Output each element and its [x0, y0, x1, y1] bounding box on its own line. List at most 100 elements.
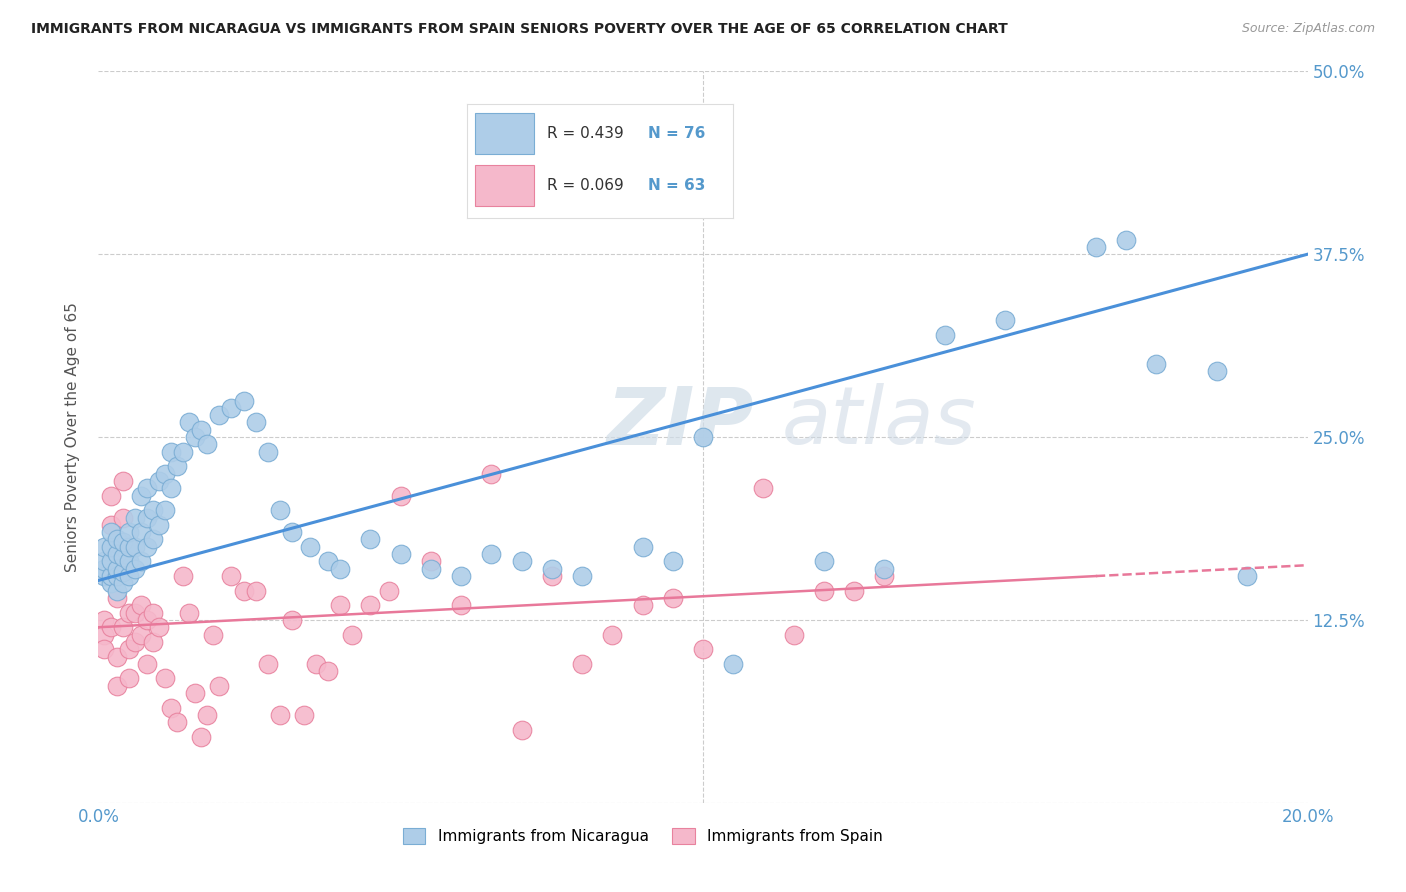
Point — [783, 627, 806, 641]
Point — [160, 481, 183, 495]
Point — [256, 444, 278, 458]
Point — [153, 503, 176, 517]
Point — [142, 606, 165, 620]
Point — [1144, 357, 1167, 371]
Point — [111, 576, 134, 591]
Point — [723, 657, 745, 671]
Point — [269, 503, 291, 517]
Point — [195, 708, 218, 723]
Point — [100, 489, 122, 503]
Point — [105, 533, 128, 547]
Point — [129, 627, 152, 641]
Point — [129, 554, 152, 568]
Point — [305, 657, 328, 671]
Point — [153, 672, 176, 686]
Point — [118, 672, 141, 686]
Point — [1085, 240, 1108, 254]
Point — [105, 562, 128, 576]
Point — [93, 642, 115, 657]
Point — [148, 620, 170, 634]
Point — [118, 642, 141, 657]
Point — [100, 517, 122, 532]
Point — [135, 540, 157, 554]
Point — [160, 444, 183, 458]
Point — [135, 481, 157, 495]
Point — [221, 401, 243, 415]
Point — [692, 642, 714, 657]
Point — [166, 459, 188, 474]
Point — [124, 635, 146, 649]
Point — [118, 554, 141, 568]
Point — [111, 474, 134, 488]
Point — [844, 583, 866, 598]
Point — [540, 562, 562, 576]
Point — [135, 613, 157, 627]
Point — [316, 664, 339, 678]
Point — [100, 576, 122, 591]
Text: atlas: atlas — [782, 384, 976, 461]
Point — [111, 535, 134, 549]
Point — [208, 408, 231, 422]
Point — [93, 540, 115, 554]
Point — [142, 533, 165, 547]
Point — [602, 627, 624, 641]
Point — [111, 620, 134, 634]
Text: ZIP: ZIP — [606, 384, 754, 461]
Point — [172, 444, 194, 458]
Point — [510, 554, 533, 568]
Point — [135, 657, 157, 671]
Point — [360, 533, 382, 547]
Point — [389, 489, 412, 503]
Point — [571, 657, 593, 671]
Point — [631, 599, 654, 613]
Point — [135, 510, 157, 524]
Point — [292, 708, 315, 723]
Point — [93, 569, 115, 583]
Point — [329, 599, 352, 613]
Point — [100, 554, 122, 568]
Text: Source: ZipAtlas.com: Source: ZipAtlas.com — [1241, 22, 1375, 36]
Point — [93, 554, 115, 568]
Point — [166, 715, 188, 730]
Point — [232, 393, 254, 408]
Point — [100, 540, 122, 554]
Point — [142, 503, 165, 517]
Point — [160, 700, 183, 714]
Point — [111, 549, 134, 564]
Point — [481, 467, 503, 481]
Legend: Immigrants from Nicaragua, Immigrants from Spain: Immigrants from Nicaragua, Immigrants fr… — [396, 822, 889, 850]
Text: IMMIGRANTS FROM NICARAGUA VS IMMIGRANTS FROM SPAIN SENIORS POVERTY OVER THE AGE : IMMIGRANTS FROM NICARAGUA VS IMMIGRANTS … — [31, 22, 1008, 37]
Point — [179, 606, 201, 620]
Point — [481, 547, 503, 561]
Point — [124, 540, 146, 554]
Point — [105, 583, 128, 598]
Point — [124, 510, 146, 524]
Point — [100, 569, 122, 583]
Point — [93, 613, 115, 627]
Point — [184, 430, 207, 444]
Point — [873, 569, 896, 583]
Point — [93, 562, 115, 576]
Point — [153, 467, 176, 481]
Point — [142, 635, 165, 649]
Point — [100, 620, 122, 634]
Point — [994, 313, 1017, 327]
Point — [420, 562, 443, 576]
Point — [329, 562, 352, 576]
Point — [190, 730, 212, 744]
Point — [105, 679, 128, 693]
Point — [118, 540, 141, 554]
Point — [342, 627, 364, 641]
Point — [118, 606, 141, 620]
Point — [105, 569, 128, 583]
Point — [1206, 364, 1229, 378]
Point — [208, 679, 231, 693]
Point — [172, 569, 194, 583]
Point — [1236, 569, 1258, 583]
Point — [184, 686, 207, 700]
Point — [232, 583, 254, 598]
Point — [245, 416, 267, 430]
Point — [752, 481, 775, 495]
Point — [195, 437, 218, 451]
Point — [1115, 233, 1137, 247]
